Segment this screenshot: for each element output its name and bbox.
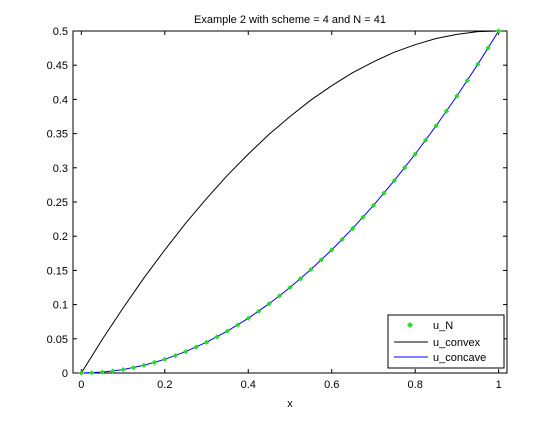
data-point-u-n — [78, 370, 84, 376]
data-point-u-n — [464, 77, 470, 83]
data-point-u-n — [297, 276, 304, 282]
data-point-u-n — [266, 301, 272, 307]
data-point-u-n — [162, 356, 168, 362]
data-point-u-n — [349, 225, 356, 232]
data-point-u-n — [443, 108, 450, 114]
data-point-u-n — [89, 370, 95, 376]
series-layer — [78, 28, 502, 376]
y-tick-label: 0.2 — [53, 231, 68, 243]
y-tick-label: 0.1 — [53, 300, 68, 312]
data-point-u-n — [203, 339, 210, 345]
data-point-u-n — [245, 315, 251, 321]
legend-entry-u-convex: u_convex — [394, 337, 481, 349]
data-point-u-n — [120, 366, 126, 373]
data-point-u-n — [193, 344, 199, 350]
data-point-u-n — [412, 151, 418, 157]
data-point-u-n — [329, 247, 335, 253]
y-tick-label: 0.35 — [47, 129, 68, 141]
data-point-u-n — [475, 61, 481, 67]
x-tick-label: 0.8 — [408, 379, 423, 391]
legend-entry-u-n: u_N — [407, 320, 453, 332]
data-point-u-n — [172, 353, 178, 359]
data-point-u-n — [423, 137, 429, 143]
data-point-u-n — [141, 362, 147, 368]
y-tick-label: 0.25 — [47, 197, 68, 209]
y-tick-label: 0.3 — [53, 163, 68, 175]
y-axis-ticks: 0 0.05 0.1 0.15 0.2 0.25 0.3 0.35 0.4 0.45 0.5 — [47, 26, 507, 380]
y-tick-label: 0.4 — [53, 94, 68, 106]
x-axis-label: x — [287, 398, 293, 410]
y-tick-label: 0 — [62, 368, 68, 380]
data-point-u-n — [287, 284, 293, 291]
series-line-u-convex — [80, 30, 499, 374]
x-tick-label: 1 — [496, 379, 502, 391]
y-tick-label: 0.15 — [47, 265, 68, 277]
chart-title: Example 2 with scheme = 4 and N = 41 — [194, 14, 386, 26]
data-point-u-n — [381, 190, 387, 196]
data-point-u-n — [485, 45, 491, 51]
data-point-u-n — [308, 266, 314, 273]
data-point-u-n — [235, 322, 241, 328]
x-tick-label: 0 — [78, 379, 84, 391]
data-point-u-n — [224, 328, 231, 334]
data-point-u-n — [183, 348, 189, 355]
data-point-u-n — [496, 28, 502, 34]
data-point-u-n — [454, 93, 460, 99]
legend-entry-u-concave: u_concave — [394, 352, 486, 364]
data-point-u-n — [99, 369, 105, 375]
legend-label-u-concave: u_concave — [433, 352, 486, 364]
legend-label-u-convex: u_convex — [433, 337, 481, 349]
data-point-u-n — [151, 359, 157, 366]
y-tick-label: 0.45 — [47, 60, 68, 72]
data-point-u-n — [214, 334, 220, 340]
data-point-u-n — [370, 202, 377, 209]
data-point-u-n — [360, 214, 366, 220]
data-point-u-n — [256, 308, 262, 314]
data-point-u-n — [433, 123, 439, 129]
legend-label-u-n: u_N — [433, 320, 453, 332]
data-point-u-n — [402, 164, 408, 171]
legend-marker-u-n — [407, 322, 413, 328]
y-tick-label: 0.5 — [53, 26, 68, 38]
data-point-u-n — [391, 177, 397, 184]
y-tick-label: 0.05 — [47, 334, 68, 346]
x-tick-label: 0.6 — [324, 379, 339, 391]
x-tick-label: 0.2 — [157, 379, 172, 391]
data-point-u-n — [110, 368, 116, 374]
data-point-u-n — [276, 293, 283, 299]
data-point-u-n — [339, 236, 345, 243]
data-point-u-n — [130, 365, 137, 371]
data-point-u-n — [318, 257, 324, 263]
legend: u_N u_convex u_concave — [387, 314, 505, 369]
x-tick-label: 0.4 — [241, 379, 256, 391]
